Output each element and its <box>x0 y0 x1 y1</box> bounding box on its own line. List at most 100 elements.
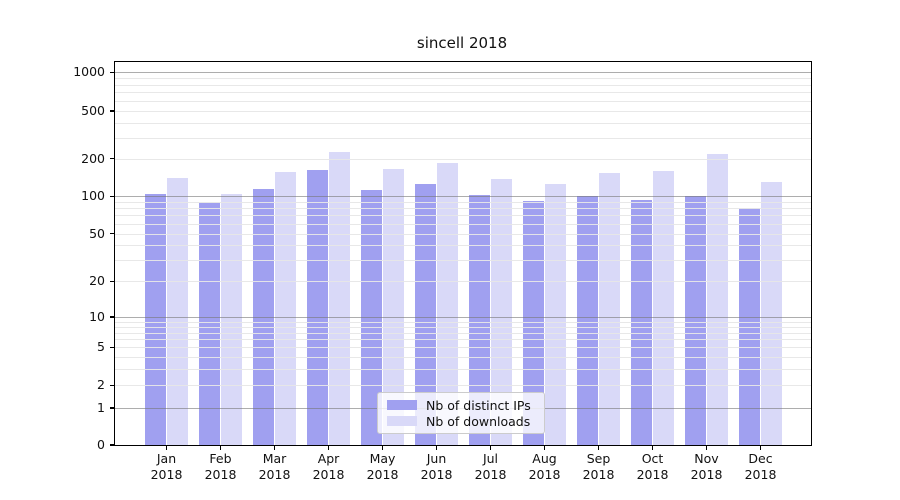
x-tick-year: 2018 <box>744 467 777 482</box>
minor-gridline-90 <box>115 201 811 203</box>
x-tick-year: 2018 <box>528 467 561 482</box>
bar-downloads-sep <box>598 172 621 445</box>
legend-row-downloads: Nb of downloads <box>387 414 535 429</box>
x-tick-label-1: Jan 2018 <box>140 451 194 483</box>
legend-label-downloads: Nb of downloads <box>426 413 531 429</box>
minor-gridline-800 <box>115 84 811 86</box>
minor-gridline-400 <box>115 122 811 124</box>
x-tick-mark-9 <box>597 445 600 450</box>
bar-downloads-may <box>382 169 405 445</box>
x-tick-mark-3 <box>273 445 276 450</box>
x-tick-mark-12 <box>759 445 762 450</box>
bar-distinct-ips-feb <box>198 203 221 445</box>
x-tick-month: Dec <box>748 451 773 466</box>
x-tick-month: Mar <box>262 451 287 466</box>
x-tick-mark-11 <box>705 445 708 450</box>
y-tick-label-1000: 1000 <box>73 64 105 80</box>
x-tick-year: 2018 <box>150 467 183 482</box>
x-tick-month: Jul <box>482 451 499 466</box>
x-tick-year: 2018 <box>312 467 345 482</box>
x-tick-year: 2018 <box>690 467 723 482</box>
bar-downloads-mar <box>274 172 297 445</box>
x-tick-mark-5 <box>381 445 384 450</box>
bar-distinct-ips-jul <box>468 195 491 445</box>
minor-gridline-7 <box>115 332 811 334</box>
x-tick-label-7: Jul 2018 <box>464 451 518 483</box>
y-tick-mark-200 <box>110 158 115 160</box>
x-tick-year: 2018 <box>636 467 669 482</box>
minor-gridline-300 <box>115 137 811 139</box>
bar-downloads-feb <box>220 193 243 445</box>
y-tick-label-1: 1 <box>97 400 105 415</box>
minor-gridline-80 <box>115 208 811 210</box>
minor-gridline-3 <box>115 368 811 370</box>
bar-distinct-ips-aug <box>522 201 545 445</box>
x-tick-year: 2018 <box>204 467 237 482</box>
minor-gridline-900 <box>115 78 811 80</box>
x-tick-label-11: Nov 2018 <box>680 451 734 483</box>
y-tick-mark-20 <box>110 280 115 282</box>
x-tick-year: 2018 <box>366 467 399 482</box>
minor-gridline-5 <box>115 347 811 349</box>
minor-gridline-70 <box>115 215 811 217</box>
minor-gridline-200 <box>115 158 811 160</box>
legend: Nb of distinct IPs Nb of downloads <box>377 392 545 434</box>
x-tick-mark-1 <box>165 445 168 450</box>
bar-downloads-aug <box>544 184 567 445</box>
minor-gridline-4 <box>115 356 811 358</box>
x-tick-mark-4 <box>327 445 330 450</box>
y-tick-mark-10 <box>110 316 115 318</box>
bar-downloads-oct <box>652 171 675 445</box>
minor-gridline-6 <box>115 339 811 341</box>
x-tick-label-9: Sep 2018 <box>572 451 626 483</box>
x-tick-year: 2018 <box>420 467 453 482</box>
bar-downloads-dec <box>760 181 783 445</box>
bar-distinct-ips-sep <box>576 196 599 445</box>
x-tick-label-8: Aug 2018 <box>518 451 572 483</box>
x-tick-label-4: Apr 2018 <box>302 451 356 483</box>
minor-gridline-2 <box>115 385 811 387</box>
x-tick-year: 2018 <box>474 467 507 482</box>
bar-distinct-ips-mar <box>252 188 275 445</box>
x-tick-year: 2018 <box>258 467 291 482</box>
y-tick-mark-1 <box>110 407 115 409</box>
minor-gridline-8 <box>115 326 811 328</box>
x-tick-mark-6 <box>435 445 438 450</box>
y-tick-mark-50 <box>110 233 115 235</box>
y-tick-mark-5 <box>110 346 115 349</box>
y-tick-mark-500 <box>110 110 115 112</box>
major-gridline-10 <box>115 316 811 318</box>
y-tick-label-20: 20 <box>89 273 105 289</box>
minor-gridline-500 <box>115 111 811 113</box>
x-tick-month: Nov <box>694 451 719 466</box>
minor-gridline-30 <box>115 260 811 262</box>
y-tick-mark-2 <box>110 384 115 387</box>
y-tick-label-50: 50 <box>89 225 105 241</box>
y-tick-label-2: 2 <box>97 377 105 393</box>
bar-downloads-jun <box>436 162 459 445</box>
major-gridline-1000 <box>115 72 811 74</box>
plot-area: Nb of distinct IPs Nb of downloads 0 1 2 5 1… <box>73 61 812 482</box>
x-tick-label-5: May 2018 <box>356 451 410 483</box>
x-tick-label-10: Oct 2018 <box>626 451 680 483</box>
x-tick-label-2: Feb 2018 <box>194 451 248 483</box>
x-tick-month: Apr <box>317 451 340 466</box>
legend-row-distinct-ips: Nb of distinct IPs <box>387 398 535 413</box>
y-tick-mark-100 <box>110 195 115 197</box>
major-gridline-100 <box>115 196 811 198</box>
minor-gridline-40 <box>115 245 811 247</box>
y-tick-label-200: 200 <box>81 150 105 166</box>
bar-distinct-ips-apr <box>306 170 329 445</box>
y-tick-label-5: 5 <box>97 339 105 355</box>
y-tick-label-10: 10 <box>89 308 105 324</box>
minor-gridline-600 <box>115 100 811 102</box>
bar-downloads-nov <box>706 154 729 445</box>
legend-swatch-distinct-ips <box>387 400 417 410</box>
x-tick-month: May <box>369 451 396 466</box>
y-tick-mark-1000 <box>110 71 115 73</box>
x-tick-month: Oct <box>641 451 664 466</box>
y-tick-label-0: 0 <box>97 437 105 452</box>
x-tick-mark-10 <box>651 445 654 450</box>
x-tick-mark-8 <box>543 445 546 450</box>
